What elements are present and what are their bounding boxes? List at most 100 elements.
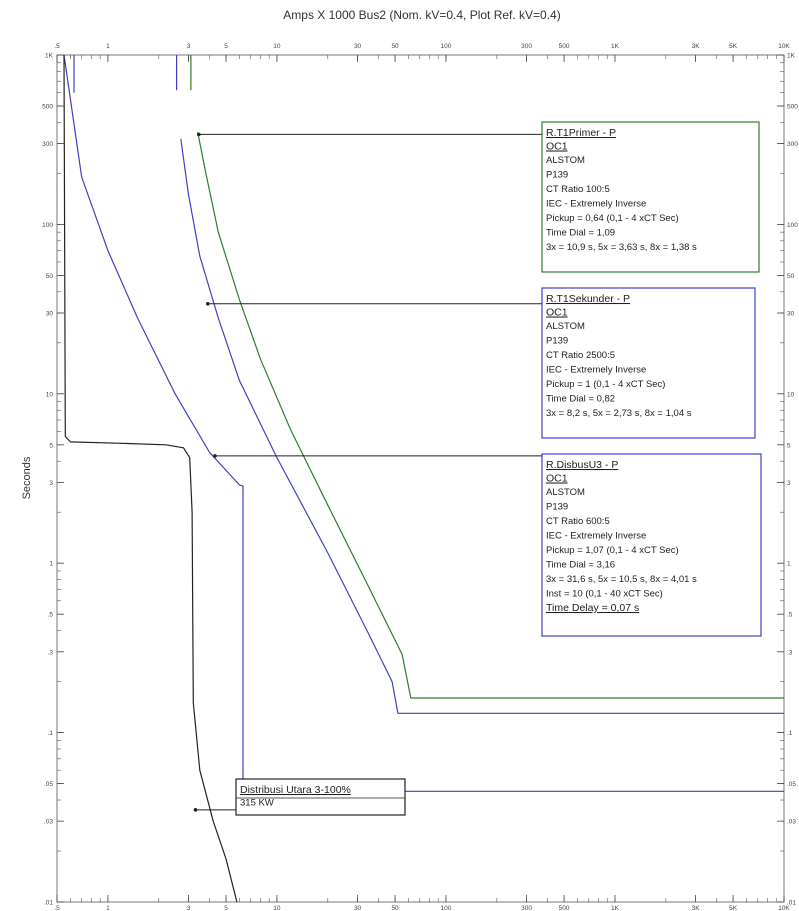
- label-box-line: Time Delay = 0,07 s: [546, 602, 639, 614]
- label-box-frame: [541, 121, 760, 273]
- label-box-line: OC1: [546, 307, 568, 319]
- y-tick-label-left: 1K: [45, 53, 54, 60]
- tcc-curve-4: [63, 54, 238, 903]
- label-box-title: R.T1Primer - P: [546, 127, 616, 139]
- x-tick-label-bottom: 1K: [611, 905, 620, 911]
- y-tick-label-left: .3: [48, 649, 54, 656]
- label-box-line: 3x = 10,9 s, 5x = 3,63 s, 8x = 1,38 s: [546, 242, 697, 253]
- label-box-distribusi: Distribusi Utara 3-100% 315 KW: [193, 778, 406, 816]
- y-tick-label-right: 30: [787, 310, 795, 317]
- label-box-line: OC1: [546, 473, 568, 485]
- label-box-line: IEC - Extremely Inverse: [546, 531, 646, 542]
- x-tick-label-bottom: 5K: [729, 905, 738, 911]
- label-boxes: R.T1Primer - P OC1 ALSTOM P139 CT Ratio 100:…: [193, 121, 762, 816]
- leader-dot: [193, 808, 198, 812]
- label-box-line: Time Dial = 1,09: [546, 228, 615, 239]
- y-tick-label-right: 5: [787, 442, 791, 449]
- y-tick-label-right: 1K: [787, 53, 796, 60]
- leader-dot: [196, 132, 201, 137]
- label-box-line: Pickup = 0,64 (0,1 - 4 xCT Sec): [546, 213, 679, 224]
- y-tick-label-left: .03: [44, 819, 53, 826]
- y-tick-label-right: .01: [787, 900, 796, 907]
- y-tick-label-right: 3: [787, 480, 791, 487]
- x-tick-label-top: 50: [391, 43, 399, 50]
- y-tick-label-right: .03: [787, 819, 796, 826]
- x-tick-label-bottom: 3: [187, 905, 191, 911]
- y-tick-label-left: 1: [49, 561, 53, 568]
- tcc-curve-2: [180, 138, 784, 714]
- y-tick-label-right: 500: [787, 103, 798, 110]
- leader-dot: [205, 301, 210, 306]
- label-box-frame: [541, 453, 762, 637]
- x-tick-label-top: 1: [106, 43, 110, 50]
- tcc-curve-3: [63, 54, 784, 792]
- x-tick-label-top: 3K: [692, 43, 701, 50]
- label-box-line: P139: [546, 336, 568, 347]
- y-tick-label-right: 50: [787, 273, 795, 280]
- y-tick-label-left: 5: [49, 442, 53, 449]
- x-tick-label-bottom: 300: [521, 905, 532, 911]
- y-tick-label-right: 1: [787, 561, 791, 568]
- y-tick-label-right: .3: [787, 649, 793, 656]
- axes: .5 .5 1 1 3 3 5 5 10 10 30 30 50 50 100 100 300 300 500 500…: [42, 43, 798, 911]
- label-box-line: Time Dial = 3,16: [546, 560, 615, 571]
- label-box-title: Distribusi Utara 3-100%: [240, 784, 351, 796]
- label-box-line: Inst = 10 (0,1 - 40 xCT Sec): [546, 589, 663, 600]
- x-tick-label-top: 30: [354, 43, 362, 50]
- x-tick-label-top: 5K: [729, 43, 738, 50]
- chart-title: Amps X 1000 Bus2 (Nom. kV=0.4, Plot Ref.…: [283, 8, 560, 22]
- y-tick-label-left: 3: [49, 480, 53, 487]
- y-tick-label-left: 30: [46, 310, 54, 317]
- label-box-line: Pickup = 1 (0,1 - 4 xCT Sec): [546, 379, 665, 390]
- y-tick-label-left: 10: [46, 391, 54, 398]
- x-tick-label-bottom: 10K: [778, 905, 790, 911]
- x-tick-label-bottom: 30: [354, 905, 362, 911]
- y-tick-label-right: .05: [787, 781, 796, 788]
- y-tick-label-left: .1: [48, 730, 54, 737]
- y-tick-label-right: .5: [787, 612, 793, 619]
- x-tick-label-bottom: 3K: [692, 905, 701, 911]
- label-box-line: IEC - Extremely Inverse: [546, 365, 646, 376]
- y-tick-label-left: .01: [44, 900, 53, 907]
- y-tick-label-left: 100: [42, 222, 53, 229]
- label-box-rt1primer: R.T1Primer - P OC1 ALSTOM P139 CT Ratio 100:…: [196, 121, 760, 273]
- x-tick-label-top: 100: [441, 43, 452, 50]
- x-tick-label-bottom: 100: [441, 905, 452, 911]
- label-box-title: R.T1Sekunder - P: [546, 293, 630, 305]
- series-group: [63, 54, 784, 903]
- label-box-frame: [235, 778, 406, 816]
- x-tick-label-top: 1K: [611, 43, 620, 50]
- y-tick-label-left: 300: [42, 141, 53, 148]
- label-box-line: 315 KW: [240, 798, 274, 809]
- label-box-line: ALSTOM: [546, 487, 585, 498]
- label-box-line: Time Dial = 0,82: [546, 394, 615, 405]
- y-tick-label-right: .1: [787, 730, 793, 737]
- label-box-line: ALSTOM: [546, 155, 585, 166]
- label-box-line: Pickup = 1,07 (0,1 - 4 xCT Sec): [546, 545, 679, 556]
- leader-dot: [213, 454, 217, 458]
- x-tick-label-top: 500: [559, 43, 570, 50]
- x-tick-label-bottom: 5: [224, 905, 228, 911]
- y-tick-label-left: 50: [46, 273, 54, 280]
- label-box-line: P139: [546, 502, 568, 513]
- x-tick-label-top: 10K: [778, 43, 790, 50]
- tcc-curve-1: [197, 132, 784, 699]
- y-tick-label-left: 500: [42, 103, 53, 110]
- y-tick-label-right: 300: [787, 141, 798, 148]
- label-box-rdisbusu3: R.DisbusU3 - P OC1 ALSTOM P139 CT Ratio 600:…: [213, 453, 762, 637]
- label-box-line: 3x = 31,6 s, 5x = 10,5 s, 8x = 4,01 s: [546, 574, 697, 585]
- y-tick-label-left: .5: [48, 612, 54, 619]
- label-box-line: IEC - Extremely Inverse: [546, 199, 646, 210]
- label-box-title: R.DisbusU3 - P: [546, 459, 618, 471]
- label-box-line: CT Ratio 2500:5: [546, 350, 615, 361]
- y-tick-label-right: 100: [787, 222, 798, 229]
- x-tick-label-bottom: 1: [106, 905, 110, 911]
- x-tick-label-bottom: 10: [273, 905, 281, 911]
- label-box-line: ALSTOM: [546, 321, 585, 332]
- y-tick-label-right: 10: [787, 391, 795, 398]
- plot-area: [56, 54, 785, 903]
- x-tick-label-bottom: 50: [391, 905, 399, 911]
- x-tick-label-top: 3: [187, 43, 191, 50]
- x-tick-label-top: 10: [273, 43, 281, 50]
